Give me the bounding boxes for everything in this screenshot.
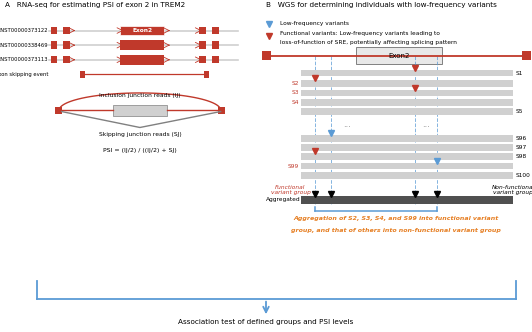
Bar xyxy=(301,108,513,115)
Bar xyxy=(301,144,513,151)
Bar xyxy=(218,107,225,114)
Bar xyxy=(51,56,57,63)
Text: ENST00000373122: ENST00000373122 xyxy=(0,28,48,33)
Text: S98: S98 xyxy=(516,154,527,159)
Bar xyxy=(301,80,513,87)
Bar xyxy=(63,42,70,49)
Bar xyxy=(301,70,513,76)
Bar xyxy=(301,196,513,204)
Bar xyxy=(80,71,85,78)
Bar xyxy=(212,42,219,49)
Bar xyxy=(198,42,205,49)
Text: Exon2: Exon2 xyxy=(132,28,153,33)
FancyBboxPatch shape xyxy=(355,47,443,64)
Text: S1: S1 xyxy=(516,70,523,76)
Bar xyxy=(301,99,513,106)
Text: group, and that of others into non-functional variant group: group, and that of others into non-funct… xyxy=(292,228,501,233)
Bar xyxy=(301,153,513,160)
Bar xyxy=(120,55,164,64)
Text: S100: S100 xyxy=(516,173,530,178)
Bar xyxy=(198,56,205,63)
Text: A   RNA-seq for estimating PSI of exon 2 in TREM2: A RNA-seq for estimating PSI of exon 2 i… xyxy=(5,2,186,8)
Bar xyxy=(301,135,513,141)
Text: Functional variants: Low-frequency variants leading to: Functional variants: Low-frequency varia… xyxy=(280,31,439,36)
Bar xyxy=(212,27,219,34)
Bar xyxy=(113,105,167,116)
Text: Low-frequency variants: Low-frequency variants xyxy=(280,21,348,27)
Text: S99: S99 xyxy=(287,163,298,169)
Text: S3: S3 xyxy=(291,90,298,96)
Bar xyxy=(301,90,513,96)
Text: PSI = (IJ/2) / ((IJ/2) + SJ): PSI = (IJ/2) / ((IJ/2) + SJ) xyxy=(103,147,177,153)
Text: Non-functional
variant group: Non-functional variant group xyxy=(492,185,532,196)
Bar xyxy=(301,172,513,179)
Bar xyxy=(63,56,70,63)
Text: Aggregated: Aggregated xyxy=(266,198,301,203)
Text: S5: S5 xyxy=(516,109,523,114)
Bar xyxy=(204,71,209,78)
Text: B   WGS for determining individuals with low-frequency variants: B WGS for determining individuals with l… xyxy=(266,2,497,8)
Bar xyxy=(51,42,57,49)
Text: S96: S96 xyxy=(516,135,527,141)
Text: ENST00000338469: ENST00000338469 xyxy=(0,42,48,48)
Bar xyxy=(51,27,57,34)
Bar xyxy=(212,56,219,63)
Text: Aggregation of S2, S3, S4, and S99 into functional variant: Aggregation of S2, S3, S4, and S99 into … xyxy=(294,216,499,221)
Bar xyxy=(198,27,205,34)
Text: ...: ... xyxy=(422,120,430,129)
Text: S2: S2 xyxy=(291,81,298,86)
Text: ...: ... xyxy=(344,120,352,129)
Text: Exon2: Exon2 xyxy=(388,53,410,59)
Bar xyxy=(522,51,530,60)
Bar xyxy=(63,27,70,34)
Text: ENST00000373113: ENST00000373113 xyxy=(0,57,48,62)
Bar xyxy=(120,26,164,35)
Bar xyxy=(55,107,62,114)
Bar xyxy=(301,163,513,169)
Text: Skipping junction reads (SJ): Skipping junction reads (SJ) xyxy=(98,131,181,137)
Text: Association test of defined groups and PSI levels: Association test of defined groups and P… xyxy=(178,319,354,325)
Text: S97: S97 xyxy=(516,145,527,150)
Text: S4: S4 xyxy=(291,100,298,105)
Text: Exon skipping event: Exon skipping event xyxy=(0,72,48,77)
Text: Inclusion junction reads (IJ): Inclusion junction reads (IJ) xyxy=(99,93,181,98)
Text: Functional
variant group: Functional variant group xyxy=(271,185,311,196)
Bar xyxy=(120,41,164,50)
Bar xyxy=(262,51,271,60)
Text: loss-of-function of SRE, potentially affecting splicing pattern: loss-of-function of SRE, potentially aff… xyxy=(280,40,456,45)
